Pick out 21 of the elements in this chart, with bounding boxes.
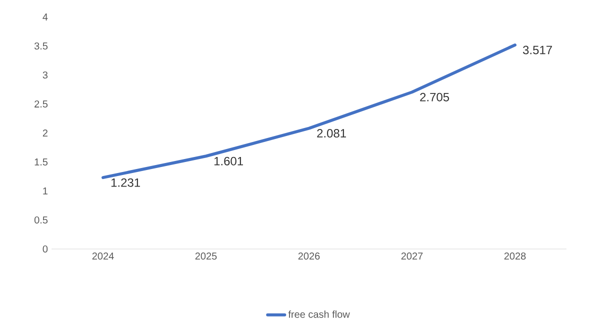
y-tick-label: 4 (42, 14, 48, 20)
data-label: 1.231 (111, 178, 140, 187)
y-tick-label: 2 (42, 130, 48, 136)
x-tick-label: 2027 (401, 252, 423, 260)
x-tick-label: 2025 (195, 252, 217, 260)
y-tick-label: 1 (43, 188, 48, 194)
x-tick-label: 2028 (504, 252, 526, 260)
data-label: 2.081 (317, 129, 346, 138)
y-tick-label: 0 (42, 245, 48, 253)
y-tick-label: 3 (42, 71, 48, 79)
y-tick-label: 1.5 (34, 158, 48, 166)
x-tick-label: 2024 (92, 252, 114, 260)
y-tick-label: 2.5 (34, 100, 48, 108)
data-label: 2.705 (420, 92, 450, 102)
data-label: 1.601 (214, 156, 243, 166)
data-label: 3.517 (522, 46, 552, 54)
y-tick-label: 0.5 (34, 216, 48, 224)
legend-label: free cash flow (288, 310, 350, 318)
x-tick-label: 2026 (298, 252, 320, 260)
y-tick-label: 3.5 (34, 42, 48, 50)
line-series (102, 44, 516, 180)
